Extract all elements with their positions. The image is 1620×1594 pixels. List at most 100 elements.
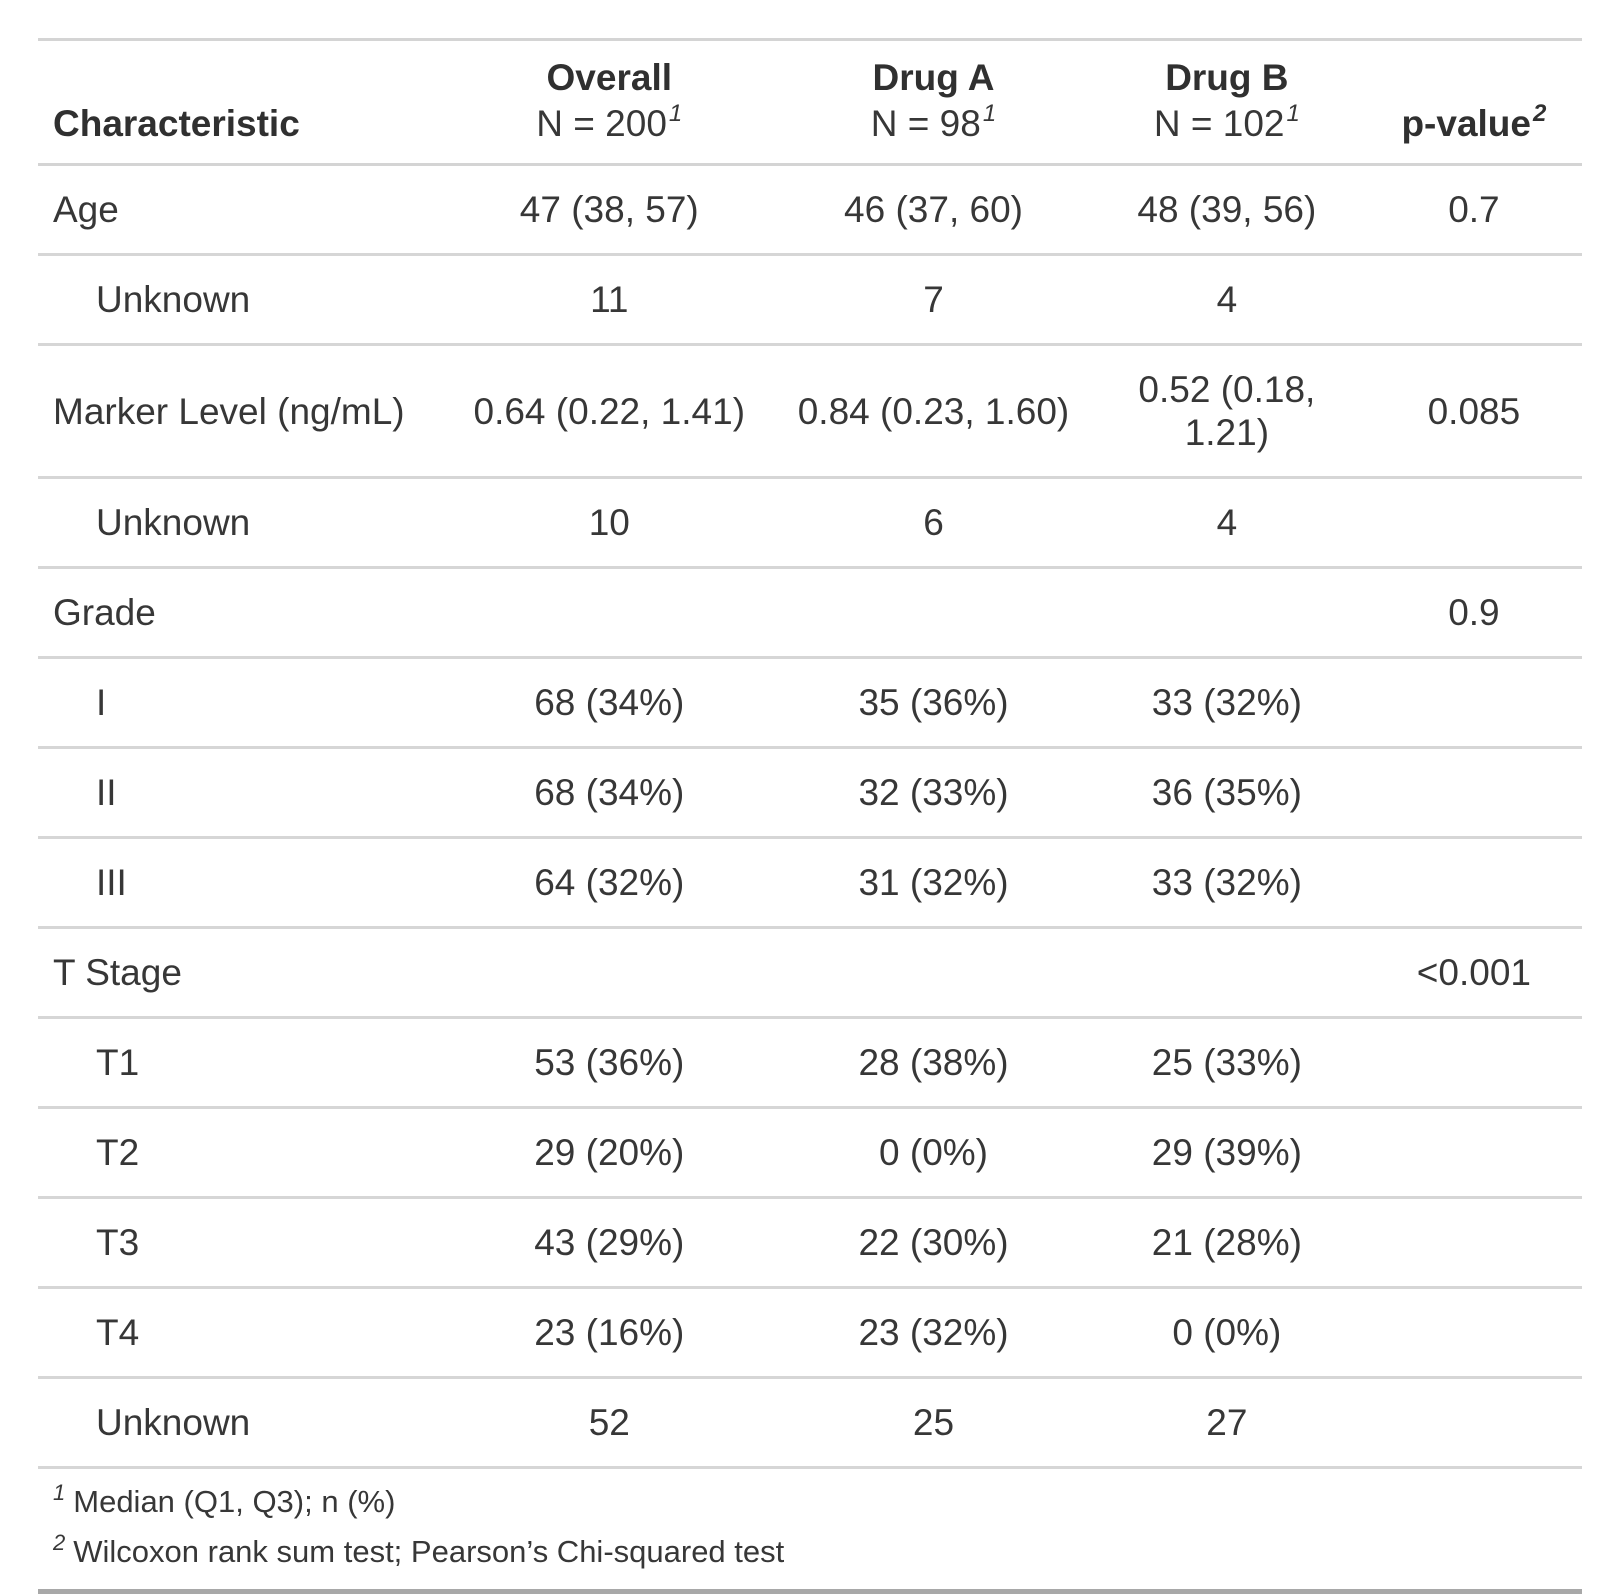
footnote-row-1: 1 Median (Q1, Q3); n (%) xyxy=(38,1468,1582,1528)
table-row-age-unknown: Unknown 11 7 4 xyxy=(38,254,1582,346)
cell-overall xyxy=(439,567,780,659)
cell-drug-a: 28 (38%) xyxy=(779,1017,1088,1109)
footnote-mark-1-icon: 1 xyxy=(668,99,683,127)
cell-overall: 43 (29%) xyxy=(439,1197,780,1289)
page: Characteristic Overall N = 2001 Drug A N… xyxy=(38,38,1582,1594)
row-label: T3 xyxy=(38,1197,440,1289)
cell-overall: 29 (20%) xyxy=(439,1107,780,1199)
cell-p-value: 0.7 xyxy=(1365,164,1582,256)
table-row-grade-2: II 68 (34%) 32 (33%) 36 (35%) xyxy=(38,747,1582,839)
cell-overall: 10 xyxy=(439,477,780,569)
cell-overall: 53 (36%) xyxy=(439,1017,780,1109)
characteristic-label: Characteristic xyxy=(53,103,300,144)
row-label: III xyxy=(38,837,440,929)
cell-p-value xyxy=(1365,477,1582,569)
cell-overall xyxy=(439,927,780,1019)
cell-drug-b: 4 xyxy=(1087,254,1366,346)
cell-p-value xyxy=(1365,1287,1582,1379)
cell-p-value: 0.9 xyxy=(1365,567,1582,659)
cell-drug-b: 48 (39, 56) xyxy=(1087,164,1366,256)
summary-table: Characteristic Overall N = 2001 Drug A N… xyxy=(38,38,1582,1594)
cell-p-value xyxy=(1365,254,1582,346)
row-label: Unknown xyxy=(38,254,440,346)
footnote-2: 2 Wilcoxon rank sum test; Pearson’s Chi-s… xyxy=(38,1527,1582,1592)
cell-drug-a: 7 xyxy=(779,254,1088,346)
table-body: Age 47 (38, 57) 46 (37, 60) 48 (39, 56) … xyxy=(38,164,1582,1469)
cell-drug-a: 0.84 (0.23, 1.60) xyxy=(779,344,1088,479)
cell-p-value xyxy=(1365,1017,1582,1109)
drug-a-n: N = 981 xyxy=(787,101,1080,147)
table-row-grade-1: I 68 (34%) 35 (36%) 33 (32%) xyxy=(38,657,1582,749)
table-row-age: Age 47 (38, 57) 46 (37, 60) 48 (39, 56) … xyxy=(38,164,1582,256)
row-label: Grade xyxy=(38,567,440,659)
table-row-grade: Grade 0.9 xyxy=(38,567,1582,659)
cell-drug-a xyxy=(779,567,1088,659)
cell-p-value xyxy=(1365,1107,1582,1199)
drug-a-label: Drug A xyxy=(872,57,995,98)
table-row-marker-unknown: Unknown 10 6 4 xyxy=(38,477,1582,569)
overall-label: Overall xyxy=(546,57,673,98)
cell-drug-a: 35 (36%) xyxy=(779,657,1088,749)
column-header-drug-b: Drug B N = 1021 xyxy=(1087,39,1366,166)
table-row-t2: T2 29 (20%) 0 (0%) 29 (39%) xyxy=(38,1107,1582,1199)
overall-n: N = 2001 xyxy=(447,101,771,147)
footnote-mark-1-icon: 1 xyxy=(53,1479,66,1505)
cell-drug-a: 46 (37, 60) xyxy=(779,164,1088,256)
cell-drug-b: 33 (32%) xyxy=(1087,657,1366,749)
footnote-mark-1-icon: 1 xyxy=(982,99,997,127)
cell-overall: 68 (34%) xyxy=(439,747,780,839)
drug-a-n-text: N = 98 xyxy=(870,103,981,144)
cell-drug-a xyxy=(779,927,1088,1019)
table-row-t3: T3 43 (29%) 22 (30%) 21 (28%) xyxy=(38,1197,1582,1289)
cell-overall: 68 (34%) xyxy=(439,657,780,749)
row-label: Marker Level (ng/mL) xyxy=(38,344,440,479)
cell-drug-a: 22 (30%) xyxy=(779,1197,1088,1289)
table-footnotes: 1 Median (Q1, Q3); n (%) 2 Wilcoxon rank s… xyxy=(38,1468,1582,1592)
table-row-t-stage: T Stage <0.001 xyxy=(38,927,1582,1019)
header-row: Characteristic Overall N = 2001 Drug A N… xyxy=(38,39,1582,166)
row-label: II xyxy=(38,747,440,839)
cell-drug-a: 31 (32%) xyxy=(779,837,1088,929)
cell-drug-b: 25 (33%) xyxy=(1087,1017,1366,1109)
table-header: Characteristic Overall N = 2001 Drug A N… xyxy=(38,39,1582,166)
table-row-t-stage-unknown: Unknown 52 25 27 xyxy=(38,1377,1582,1469)
cell-drug-b: 29 (39%) xyxy=(1087,1107,1366,1199)
row-label: T2 xyxy=(38,1107,440,1199)
row-label: T Stage xyxy=(38,927,440,1019)
cell-drug-a: 0 (0%) xyxy=(779,1107,1088,1199)
footnote-1: 1 Median (Q1, Q3); n (%) xyxy=(38,1468,1582,1528)
footnote-row-2: 2 Wilcoxon rank sum test; Pearson’s Chi-s… xyxy=(38,1527,1582,1592)
drug-b-n-text: N = 102 xyxy=(1153,103,1285,144)
table-row-grade-3: III 64 (32%) 31 (32%) 33 (32%) xyxy=(38,837,1582,929)
table-row-t1: T1 53 (36%) 28 (38%) 25 (33%) xyxy=(38,1017,1582,1109)
row-label: T4 xyxy=(38,1287,440,1379)
cell-overall: 23 (16%) xyxy=(439,1287,780,1379)
cell-overall: 52 xyxy=(439,1377,780,1469)
table-row-t4: T4 23 (16%) 23 (32%) 0 (0%) xyxy=(38,1287,1582,1379)
column-header-drug-a: Drug A N = 981 xyxy=(779,39,1088,166)
column-header-characteristic: Characteristic xyxy=(38,39,440,166)
cell-drug-b: 27 xyxy=(1087,1377,1366,1469)
footnote-mark-1-icon: 1 xyxy=(1286,99,1300,127)
row-label: Unknown xyxy=(38,1377,440,1469)
cell-p-value xyxy=(1365,837,1582,929)
cell-p-value xyxy=(1365,747,1582,839)
cell-drug-b xyxy=(1087,927,1366,1019)
cell-drug-a: 32 (33%) xyxy=(779,747,1088,839)
cell-drug-b: 21 (28%) xyxy=(1087,1197,1366,1289)
table-row-marker-level: Marker Level (ng/mL) 0.64 (0.22, 1.41) 0… xyxy=(38,344,1582,479)
cell-overall: 64 (32%) xyxy=(439,837,780,929)
row-label: Age xyxy=(38,164,440,256)
footnote-2-text: Wilcoxon rank sum test; Pearson’s Chi-sq… xyxy=(73,1534,785,1569)
row-label: Unknown xyxy=(38,477,440,569)
p-value-label: p-value xyxy=(1401,103,1531,144)
cell-p-value xyxy=(1365,1197,1582,1289)
footnote-mark-2-icon: 2 xyxy=(1533,99,1547,127)
cell-drug-b: 4 xyxy=(1087,477,1366,569)
drug-b-label: Drug B xyxy=(1165,57,1289,98)
column-header-p-value: p-value2 xyxy=(1365,39,1582,166)
cell-drug-a: 25 xyxy=(779,1377,1088,1469)
overall-n-text: N = 200 xyxy=(536,103,667,144)
cell-drug-a: 6 xyxy=(779,477,1088,569)
cell-p-value: 0.085 xyxy=(1365,344,1582,479)
